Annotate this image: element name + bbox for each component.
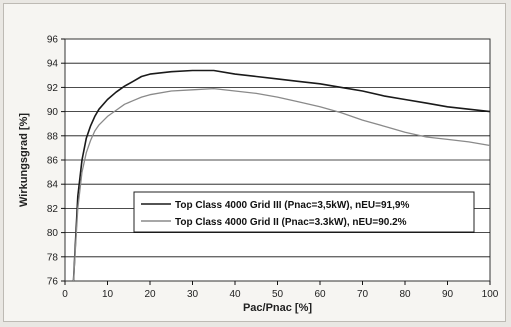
- line-chart: 76 78 80 82 84 86 88 90 92 94 96 0 10 20 30 40 50 60 70 80 9…: [18, 35, 499, 315]
- x-tick-label: 60: [314, 289, 326, 300]
- y-tick-label: 78: [47, 252, 59, 263]
- y-tick-label: 80: [47, 228, 59, 239]
- x-tick-label: 10: [102, 289, 114, 300]
- y-tick-label: 82: [47, 204, 59, 215]
- series-line-2: [72, 87, 491, 282]
- x-tick-label: 20: [144, 289, 156, 300]
- y-tick-label: 86: [47, 156, 59, 167]
- x-tick-label: 100: [482, 289, 499, 300]
- y-tick-label: 88: [47, 131, 59, 142]
- x-tick-label: 30: [187, 289, 199, 300]
- y-tick-label: 76: [47, 277, 59, 288]
- legend-label-series-1: Top Class 4000 Grid III (Pnac=3,5kW), nE…: [175, 200, 409, 211]
- y-tick-label: 84: [47, 180, 59, 191]
- legend: Top Class 4000 Grid III (Pnac=3,5kW), nE…: [133, 191, 475, 233]
- x-tick-label: 90: [442, 289, 454, 300]
- x-tick-label: 0: [62, 289, 68, 300]
- y-axis-title: Wirkungsgrad [%]: [18, 113, 30, 207]
- series-layer: [72, 69, 491, 282]
- y-tick-label: 96: [47, 35, 59, 46]
- legend-box: [133, 191, 475, 233]
- x-tick-label: 70: [357, 289, 369, 300]
- chart-frame: 76 78 80 82 84 86 88 90 92 94 96 0 10 20 30 40 50 60 70 80 9…: [3, 3, 506, 322]
- y-tick-label: 94: [47, 59, 59, 70]
- tick-layer: 76 78 80 82 84 86 88 90 92 94 96 0 10 20 30 40 50 60 70 80 9…: [47, 35, 499, 301]
- x-axis-title: Pac/Pnac [%]: [243, 302, 312, 314]
- y-tick-label: 90: [47, 107, 59, 118]
- x-tick-label: 80: [399, 289, 411, 300]
- x-tick-label: 40: [229, 289, 241, 300]
- series-line-1: [72, 69, 491, 282]
- legend-label-series-2: Top Class 4000 Grid II (Pnac=3.3kW), nEU…: [175, 217, 407, 228]
- x-tick-label: 50: [272, 289, 284, 300]
- y-tick-label: 92: [47, 83, 59, 94]
